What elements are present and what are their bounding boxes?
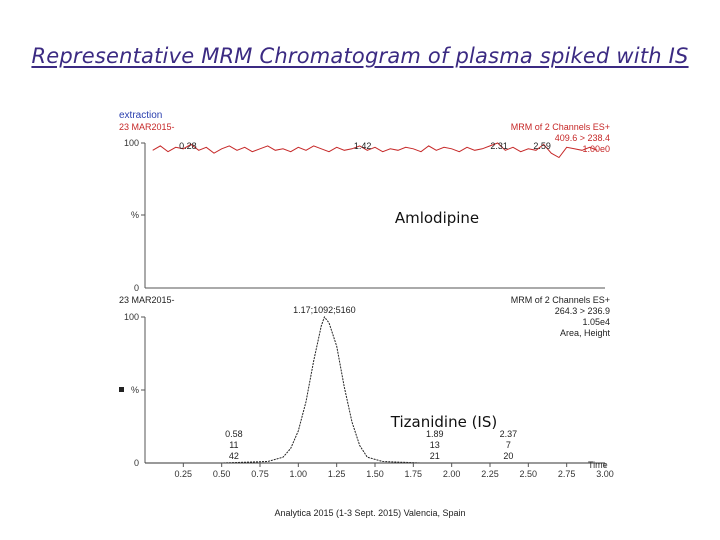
lower-header-transition: 264.3 > 236.9: [555, 306, 610, 316]
lower-peak-label-0-2: 42: [229, 451, 239, 461]
lower-peak-label-2-0: 1.89: [426, 429, 444, 439]
lower-xtick-label-2: 0.75: [251, 469, 269, 479]
upper-peak-label-1-0: 1.42: [354, 141, 372, 151]
upper-header-intensity: 1.00e0: [582, 144, 610, 154]
lower-peak-label-3-2: 20: [503, 451, 513, 461]
lower-peak-label-3-0: 2.37: [500, 429, 518, 439]
lower-header-area-height: Area, Height: [560, 328, 611, 338]
upper-peak-label-2-0: 2.31: [490, 141, 508, 151]
upper-header-transition: 409.6 > 238.4: [555, 133, 610, 143]
lower-peak-label-2-1: 13: [430, 440, 440, 450]
upper-header-date: 23 MAR2015-: [119, 122, 175, 132]
upper-compound-label: Amlodipine: [395, 209, 479, 227]
lower-xtick-label-3: 1.00: [290, 469, 308, 479]
lower-ytick-100: 100: [124, 312, 139, 322]
lower-peak-label-0-1: 11: [229, 440, 238, 450]
lower-xtick-label-11: 3.00: [596, 469, 614, 479]
lower-header-intensity: 1.05e4: [582, 317, 610, 327]
upper-ytick-100: 100: [124, 138, 139, 148]
lower-peak-label-1-0: 1.17;1092;5160: [293, 305, 356, 315]
upper-ytick-0: 0: [134, 283, 139, 293]
lower-xtick-label-10: 2.75: [558, 469, 576, 479]
lower-ytick-0: 0: [134, 458, 139, 468]
lower-xlabel-time: Time: [588, 460, 608, 470]
upper-header-title: extraction: [119, 110, 162, 121]
lower-xtick-label-9: 2.50: [520, 469, 538, 479]
lower-header-date: 23 MAR2015-: [119, 295, 175, 305]
lower-xtick-label-0: 0.25: [175, 469, 193, 479]
lower-ytick-percent: %: [131, 385, 139, 395]
upper-header-mrm: MRM of 2 Channels ES+: [511, 122, 610, 132]
lower-xtick-label-1: 0.50: [213, 469, 231, 479]
lower-peak-label-0-0: 0.58: [225, 429, 243, 439]
lower-legend-marker: [119, 387, 124, 392]
lower-xtick-label-6: 1.75: [405, 469, 423, 479]
lower-peak-label-3-1: 7: [506, 440, 511, 450]
lower-xtick-label-8: 2.25: [481, 469, 499, 479]
lower-series-line-0: [145, 315, 605, 464]
footer-caption: Analytica 2015 (1-3 Sept. 2015) Valencia…: [274, 508, 466, 518]
lower-xtick-label-4: 1.25: [328, 469, 346, 479]
lower-header-mrm: MRM of 2 Channels ES+: [511, 295, 610, 305]
upper-peak-label-0-0: 0.28: [179, 141, 197, 151]
lower-xtick-label-5: 1.50: [366, 469, 384, 479]
slide-title: Representative MRM Chromatogram of plasm…: [31, 44, 689, 68]
lower-xtick-label-7: 2.00: [443, 469, 461, 479]
upper-ytick-percent: %: [131, 210, 139, 220]
upper-series-line-0: [152, 142, 598, 159]
upper-peak-label-3-0: 2.59: [533, 141, 551, 151]
lower-peak-label-2-2: 21: [430, 451, 440, 461]
lower-compound-label: Tizanidine (IS): [390, 413, 497, 431]
upper-plot-area: 0.28 1.42 2.31 2.59: [152, 141, 598, 159]
